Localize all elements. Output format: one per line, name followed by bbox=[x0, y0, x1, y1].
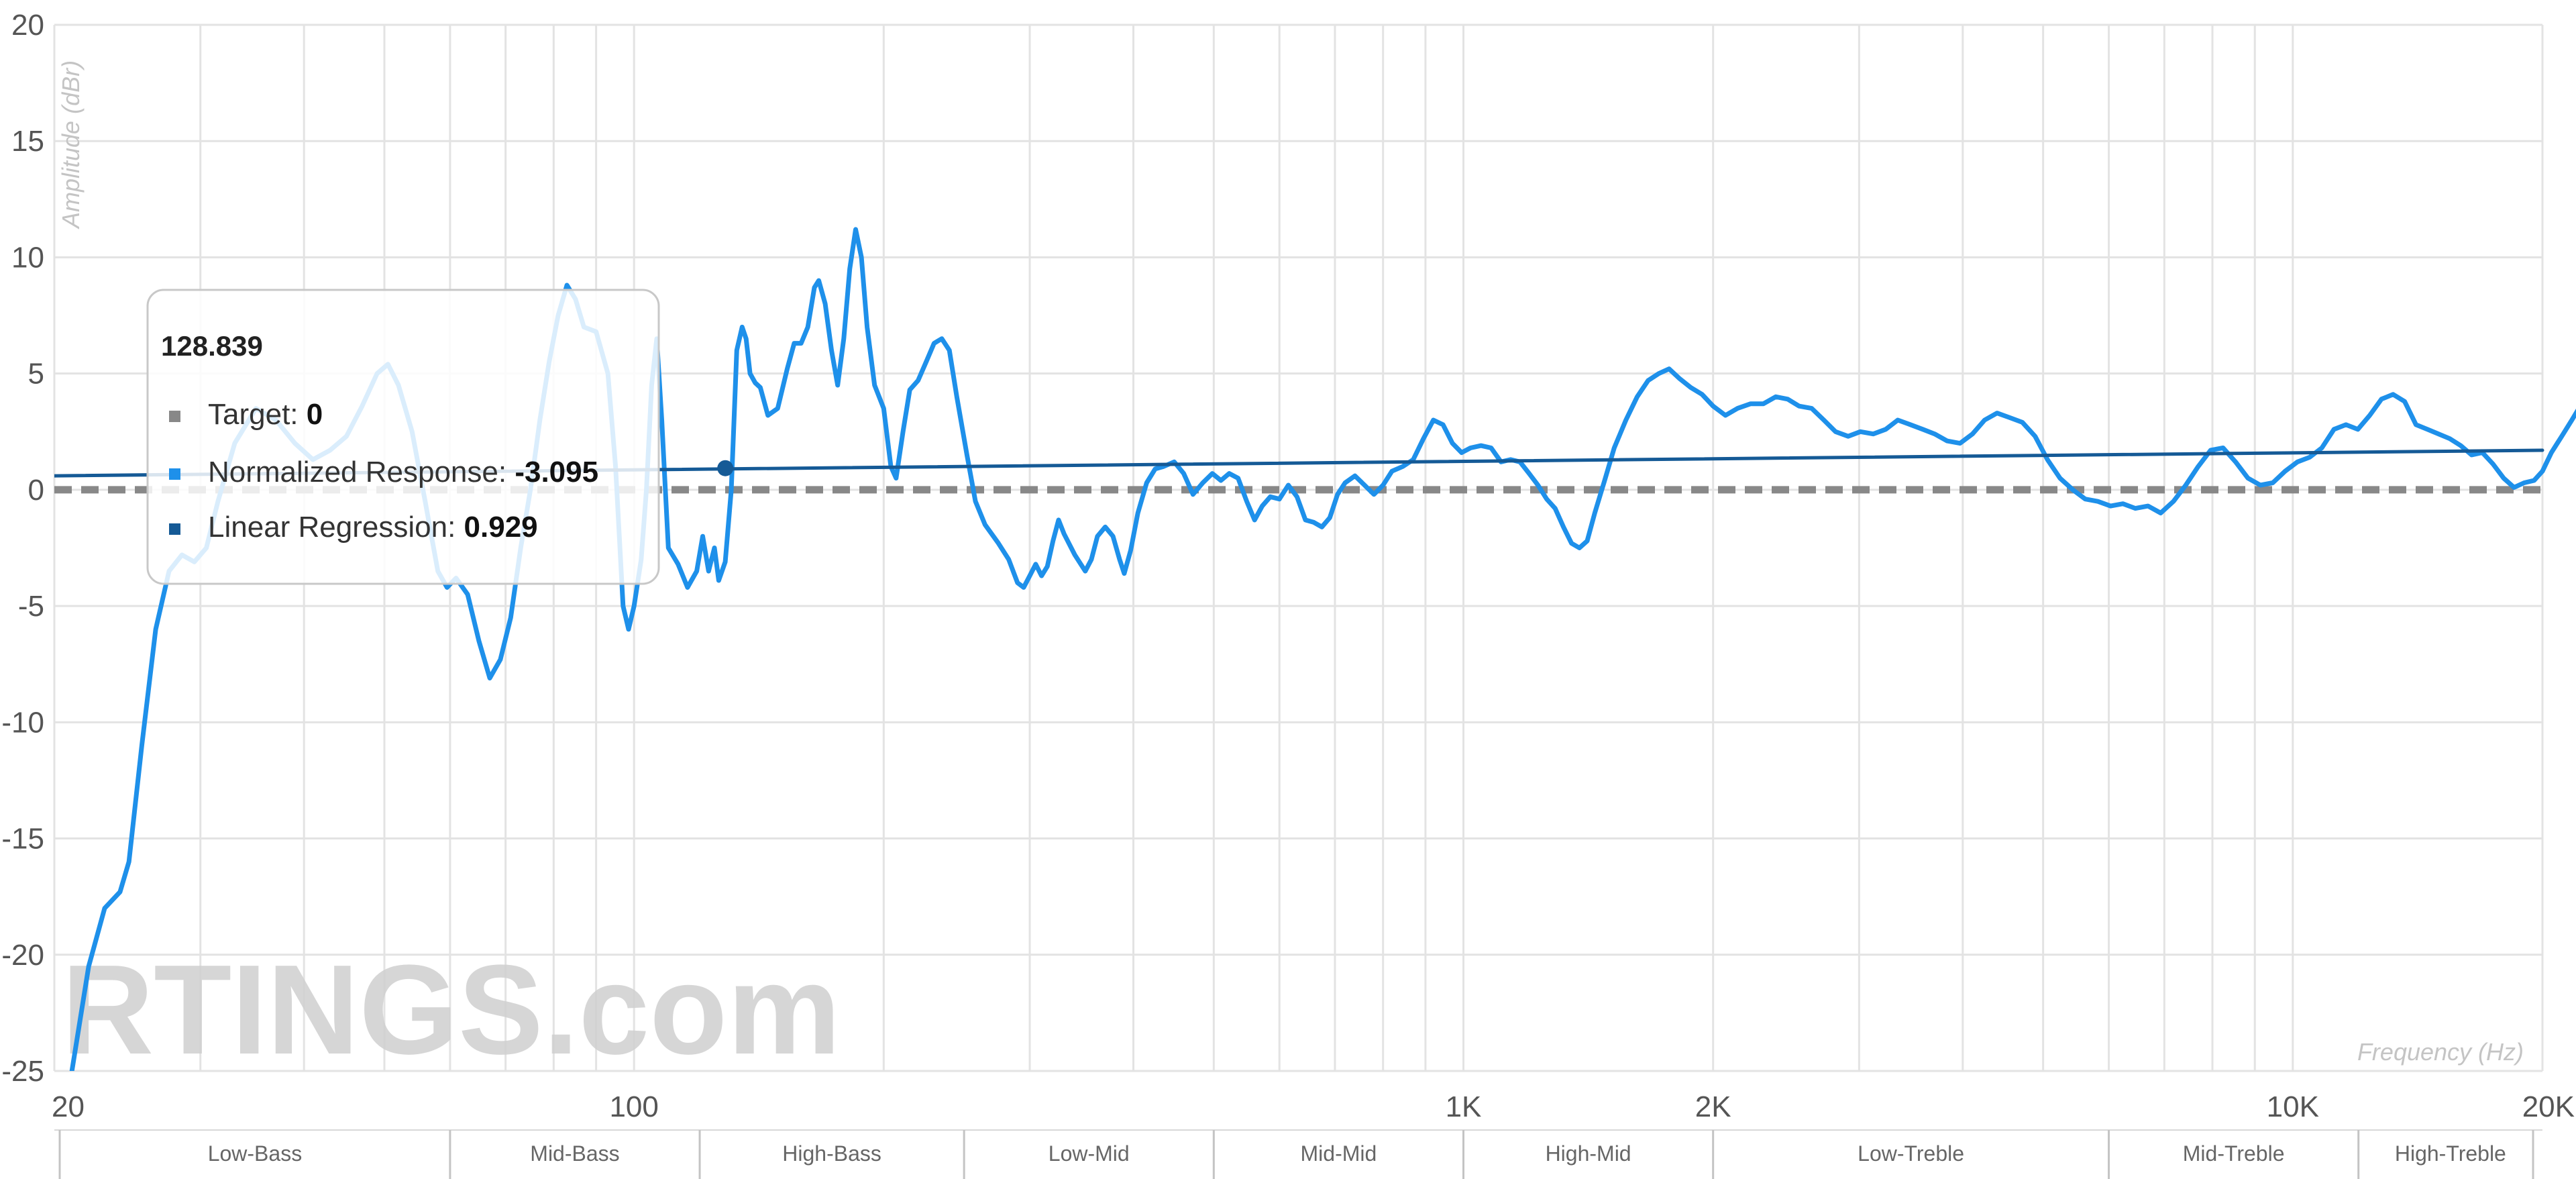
x-tick-label: 20 bbox=[52, 1090, 85, 1123]
y-tick-label: 0 bbox=[28, 474, 44, 507]
tooltip-item-label: Linear Regression: bbox=[208, 511, 464, 544]
y-tick-label: 15 bbox=[11, 125, 44, 158]
x-tick-label: 100 bbox=[609, 1090, 658, 1123]
tooltip-header: 128.839 bbox=[161, 330, 263, 362]
y-tick-label: 10 bbox=[11, 241, 44, 274]
y-tick-label: -20 bbox=[1, 939, 44, 972]
x-tick-label: 1K bbox=[1446, 1090, 1482, 1123]
band-label: Low-Bass bbox=[208, 1141, 303, 1166]
tooltip-swatch bbox=[169, 468, 180, 480]
band-label: Low-Treble bbox=[1858, 1141, 1964, 1166]
y-tick-label: 5 bbox=[28, 358, 44, 391]
tooltip-item-value: 0.929 bbox=[464, 511, 538, 544]
tooltip-item: Target: 0 bbox=[208, 398, 323, 431]
x-axis-title: Frequency (Hz) bbox=[2357, 1038, 2524, 1066]
y-tick-label: -10 bbox=[1, 706, 44, 739]
y-tick-label: -5 bbox=[18, 590, 44, 623]
x-axis-tick-labels: 20 100 1K 2K 10K 20K bbox=[52, 1090, 2575, 1123]
tooltip-item: Linear Regression: 0.929 bbox=[208, 511, 538, 544]
tooltip-item: Normalized Response: -3.095 bbox=[208, 456, 598, 489]
frequency-bands: Low-Bass Mid-Bass High-Bass Low-Mid Mid-Mid H… bbox=[54, 1129, 2542, 1179]
hover-marker bbox=[717, 460, 734, 476]
band-label: Mid-Bass bbox=[530, 1141, 619, 1166]
tooltip-item-value: 0 bbox=[307, 398, 323, 431]
y-axis-tick-labels: 20 15 10 5 0 -5 -10 -15 -20 -25 bbox=[1, 9, 44, 1088]
tooltip-item-label: Target: bbox=[208, 398, 307, 431]
tooltip-item-label: Normalized Response: bbox=[208, 456, 515, 489]
band-label: High-Bass bbox=[782, 1141, 881, 1166]
tooltip-item-value: -3.095 bbox=[515, 456, 598, 489]
x-tick-label: 20K bbox=[2522, 1090, 2575, 1123]
rtings-watermark: RTINGS.com bbox=[62, 939, 841, 1081]
y-tick-label: -25 bbox=[1, 1055, 44, 1088]
tooltip-swatch bbox=[169, 411, 180, 422]
y-axis-title: Amplitude (dBr) bbox=[57, 60, 85, 229]
band-label: Low-Mid bbox=[1049, 1141, 1130, 1166]
x-tick-label: 2K bbox=[1695, 1090, 1731, 1123]
band-label: High-Mid bbox=[1546, 1141, 1631, 1166]
tooltip-swatch bbox=[169, 523, 180, 535]
band-label: High-Treble bbox=[2395, 1141, 2506, 1166]
hover-tooltip: 128.839 Target: 0 Normalized Response: -3… bbox=[146, 289, 660, 585]
y-tick-label: 20 bbox=[11, 9, 44, 42]
y-tick-label: -15 bbox=[1, 823, 44, 856]
tooltip-box bbox=[146, 289, 660, 585]
band-label: Mid-Mid bbox=[1301, 1141, 1377, 1166]
x-tick-label: 10K bbox=[2267, 1090, 2319, 1123]
band-label: Mid-Treble bbox=[2183, 1141, 2285, 1166]
